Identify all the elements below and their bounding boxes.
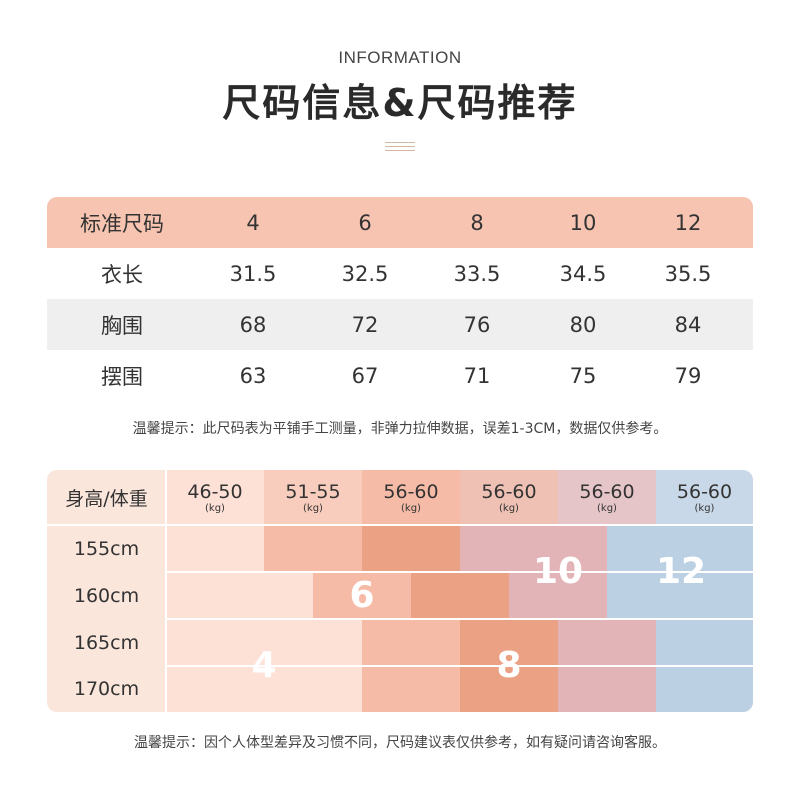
weight-unit: (kg) [401,502,421,514]
weight-range: 56-60 [481,480,537,503]
table-cell: 32.5 [341,261,389,286]
size-table-header: 标准尺码 4 6 8 10 12 [47,197,753,248]
weight-range: 56-60 [676,480,733,503]
height-row-label: 165cm [47,619,166,666]
table-row: 胸围 68 72 76 80 84 [47,299,753,350]
weight-col-header: 56-60 (kg) [460,470,558,525]
weight-col-header: 56-60 (kg) [362,470,460,525]
page-title: 尺码信息&尺码推荐 [222,81,578,125]
table-cell: 71 [463,363,491,388]
height-row-label: 160cm [47,572,166,619]
recommendation-note: 温馨提示：因个人体型差异及习惯不同，尺码建议表仅供参考，如有疑问请咨询客服。 [134,735,666,751]
table-cell: 68 [239,312,267,337]
measurement-note: 温馨提示：此尺码表为平铺手工测量，非弹力拉伸数据，误差1-3CM，数据仅供参考。 [132,421,668,437]
table-cell: 63 [239,363,267,388]
zone-label-size-12: 12 [655,551,707,592]
corner-label: 身高/体重 [47,470,166,525]
zone-cell-size-4 [166,572,313,619]
size-col-header: 4 [246,210,260,235]
weight-range: 46-50 [187,480,243,503]
table-cell: 76 [463,312,491,337]
weight-col-header: 56-60 (kg) [558,470,656,525]
zone-cell-size-10 [460,525,607,572]
weight-range: 56-60 [383,480,439,503]
size-chart-table: 标准尺码 4 6 8 10 12 衣长 31.5 32.5 33.5 34.5 … [47,197,753,401]
section-eyebrow: INFORMATION [338,48,462,67]
table-cell: 33.5 [453,261,501,286]
size-recommendation-grid: 身高/体重 46-50 (kg) 51-55 (kg) 56-60 (kg) 5… [47,470,753,712]
size-col-header: 6 [358,210,372,235]
size-col-header: 8 [470,210,484,235]
table-cell: 80 [569,312,597,337]
table-row: 衣长 31.5 32.5 33.5 34.5 35.5 [47,248,753,299]
table-cell: 67 [351,363,379,388]
weight-col-header: 51-55 (kg) [264,470,362,525]
grid-line [165,470,167,712]
weight-unit: (kg) [597,502,617,514]
table-cell: 72 [351,312,379,337]
row-label: 摆围 [101,364,143,389]
zone-label-size-6: 6 [349,575,375,616]
zone-label-size-8: 8 [496,645,522,686]
row-label: 衣长 [101,262,143,287]
weight-unit: (kg) [694,502,715,514]
height-row-label: 155cm [47,525,166,572]
title-divider [385,142,415,158]
weight-range: 56-60 [579,480,635,503]
zone-cell-size-4 [166,525,264,572]
zone-cell-size-6 [264,525,362,572]
size-col-header: 12 [674,210,702,235]
weight-col-header: 56-60 (kg) [656,470,753,525]
table-cell: 75 [569,363,597,388]
zone-label-size-10: 10 [532,551,584,592]
grid-line [166,618,753,620]
grid-line [166,571,753,573]
weight-range: 51-55 [285,480,341,503]
zone-label-size-4: 4 [251,645,277,686]
grid-line [166,665,753,667]
table-cell: 79 [674,363,702,388]
weight-unit: (kg) [303,502,323,514]
zone-cell-size-8 [411,572,509,619]
zone-cell-size-6 [313,572,411,619]
table-cell: 31.5 [229,261,277,286]
table-cell: 35.5 [664,261,712,286]
weight-col-header: 46-50 (kg) [166,470,264,525]
table-row: 摆围 63 67 71 75 79 [47,350,753,401]
height-row-label: 170cm [47,666,166,712]
header-label: 标准尺码 [80,211,164,236]
size-col-header: 10 [569,210,597,235]
zone-cell-size-8 [362,525,460,572]
zone-cell-size-10 [509,572,607,619]
grid-line [47,524,753,526]
table-cell: 84 [674,312,702,337]
row-label: 胸围 [101,313,143,338]
weight-unit: (kg) [205,502,225,514]
table-cell: 34.5 [559,261,607,286]
weight-unit: (kg) [499,502,519,514]
